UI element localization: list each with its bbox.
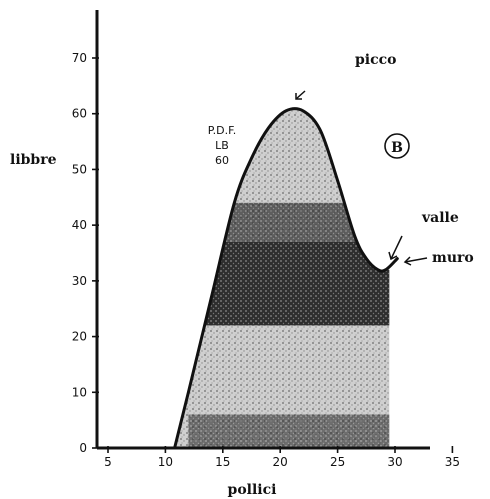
annotation-valley: valle	[421, 210, 459, 226]
x-tick-label: 30	[387, 455, 402, 469]
arrow-wall	[403, 256, 428, 266]
y-tick-label: 70	[72, 51, 87, 65]
panel-letter-circle	[384, 133, 410, 159]
force-draw-curve	[173, 107, 399, 450]
y-axis-label: libbre	[10, 152, 57, 168]
annotation-peak: picco	[355, 52, 397, 68]
x-axis-label: pollici	[228, 482, 277, 498]
y-tick-label: 50	[72, 162, 87, 176]
x-tick-label: 10	[158, 455, 173, 469]
arrow-valley	[388, 235, 403, 261]
panel-letter: B	[391, 140, 403, 156]
pdf-label-line2: LB	[215, 139, 229, 152]
y-tick-label: 20	[72, 330, 87, 344]
x-tick-label: 5	[104, 455, 112, 469]
x-tick-label: 35	[445, 455, 460, 469]
x-tick-label: 15	[215, 455, 230, 469]
y-tick-label: 60	[72, 107, 87, 121]
y-ticks: 0 10 20 30 40 50 60 70	[72, 51, 99, 455]
x-tick-label: 25	[330, 455, 345, 469]
y-tick-label: 10	[72, 385, 87, 399]
y-tick-label: 40	[72, 218, 87, 232]
annotation-wall: muro	[432, 250, 474, 266]
pdf-label-line3: 60	[215, 154, 229, 167]
y-tick-label: 0	[79, 441, 87, 455]
x-tick-label: 20	[273, 455, 288, 469]
x-ticks: 5 10 15 20 25 30 35	[104, 446, 460, 469]
y-tick-label: 30	[72, 274, 87, 288]
pdf-label-line1: P.D.F.	[208, 124, 236, 137]
arrow-peak	[295, 90, 306, 100]
